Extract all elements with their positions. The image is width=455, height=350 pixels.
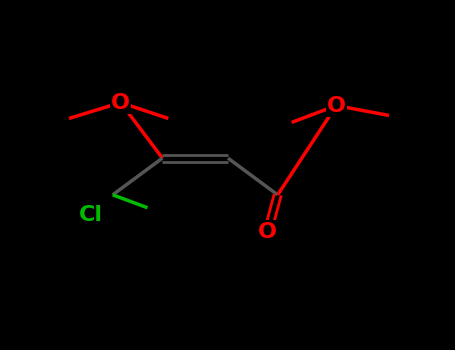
Text: O: O	[327, 96, 346, 116]
Text: O: O	[111, 93, 130, 113]
Text: O: O	[258, 222, 277, 242]
Text: Cl: Cl	[79, 205, 103, 225]
